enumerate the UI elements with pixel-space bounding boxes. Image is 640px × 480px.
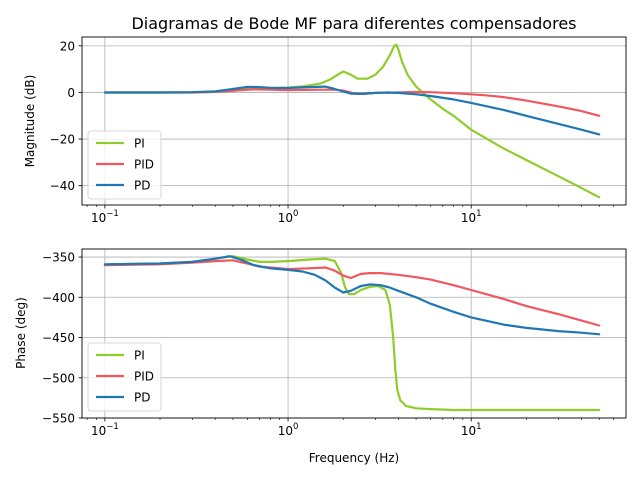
- series-line-pi: [103, 43, 601, 199]
- y-tick-label: −500: [42, 371, 75, 385]
- x-tick-label: 101: [461, 422, 482, 438]
- phase-ylabel: Phase (deg): [14, 297, 28, 369]
- legend-label-pd: PD: [134, 391, 150, 405]
- x-tick-label: 101: [461, 209, 482, 225]
- frequency-xlabel: Frequency (Hz): [309, 451, 400, 465]
- y-tick-label: 20: [60, 39, 75, 53]
- legend-label-pi: PI: [134, 137, 145, 151]
- magnitude-plot: 10−1 100 101 20 0 −20 −40 Magnitude (dB) PI PID…: [23, 36, 627, 225]
- y-tick-label: −20: [50, 133, 75, 147]
- figure-title: Diagramas de Bode MF para diferentes com…: [131, 14, 576, 33]
- y-tick-label: −550: [42, 412, 75, 426]
- phase-plot: 10−1 100 101 −350 −400 −450 −500 −550 Phase (de…: [14, 248, 627, 438]
- legend-box: [87, 130, 162, 200]
- legend-label-pi: PI: [134, 349, 145, 363]
- y-tick-label: 0: [67, 86, 75, 100]
- legend-box: [87, 342, 162, 412]
- phase-plot-frame: [81, 248, 627, 419]
- x-tick-label: 10−1: [91, 209, 119, 225]
- x-tick-label: 100: [278, 422, 299, 438]
- magnitude-plot-frame: [81, 36, 627, 206]
- x-tick-label: 100: [278, 209, 299, 225]
- y-tick-label: −350: [42, 251, 75, 265]
- series-line-pd: [103, 255, 601, 336]
- y-tick-label: −400: [42, 291, 75, 305]
- legend-label-pd: PD: [134, 179, 150, 193]
- legend-label-pid: PID: [134, 158, 154, 172]
- y-tick-label: −450: [42, 331, 75, 345]
- legend-label-pid: PID: [134, 370, 154, 384]
- x-tick-label: 10−1: [91, 422, 119, 438]
- series-line-pd: [103, 85, 601, 136]
- magnitude-ylabel: Magnitude (dB): [23, 75, 37, 168]
- series-line-pid: [103, 259, 601, 327]
- y-tick-label: −40: [50, 179, 75, 193]
- series-line-pi: [103, 255, 601, 412]
